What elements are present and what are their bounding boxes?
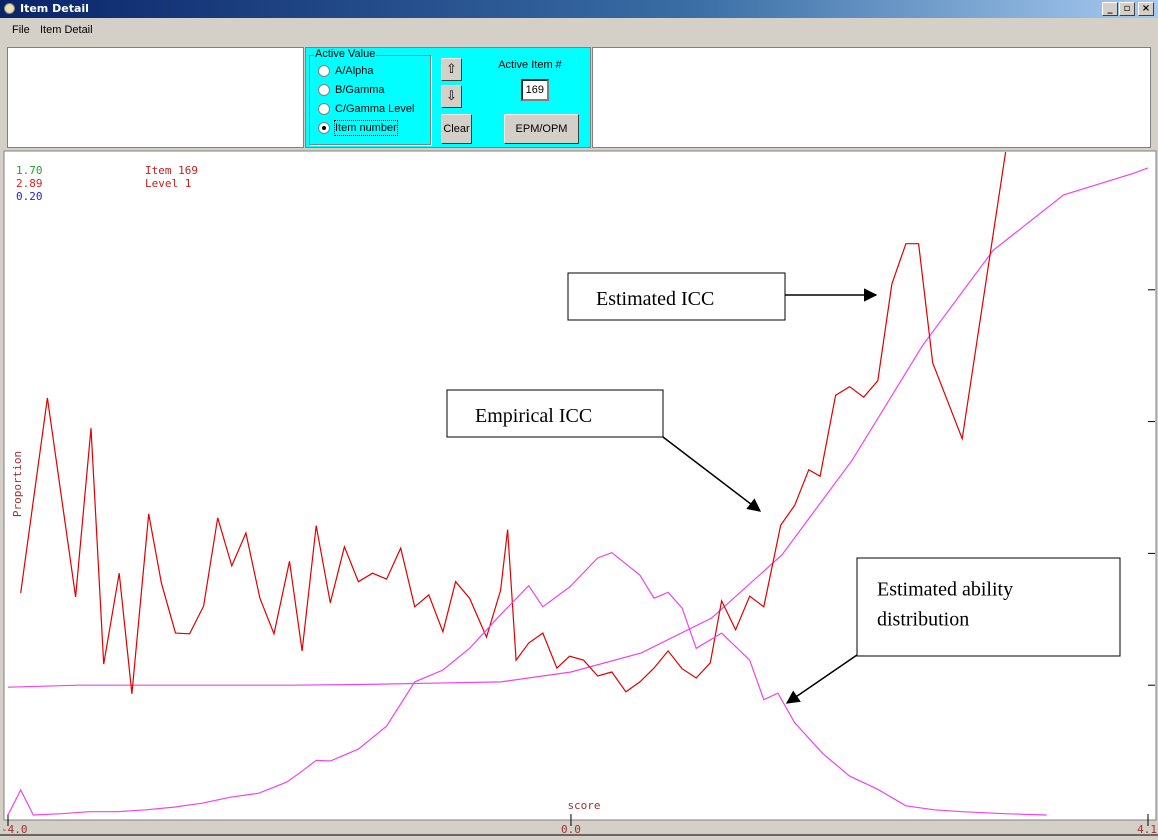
radio-label: C/Gamma Level bbox=[335, 103, 415, 115]
active-value-group: Active Value A/Alpha B/Gamma C/Gamma Level… bbox=[309, 48, 431, 145]
info-value: 1.70 bbox=[16, 164, 43, 177]
series-line bbox=[7, 167, 1149, 688]
series-group bbox=[7, 152, 1149, 816]
info-value: 2.89 bbox=[16, 177, 43, 190]
active-item-label: Active Item # bbox=[498, 59, 562, 71]
maximize-button[interactable]: ▫ bbox=[1119, 2, 1135, 16]
plot-area bbox=[3, 150, 1157, 821]
series-line bbox=[7, 552, 1047, 816]
annotation-arrow bbox=[662, 436, 762, 512]
title-bar: Item Detail _ ▫ × bbox=[0, 0, 1158, 18]
radio-dot bbox=[318, 122, 330, 134]
minimize-button[interactable]: _ bbox=[1102, 2, 1118, 16]
radio-label: A/Alpha bbox=[335, 65, 374, 77]
up-button[interactable]: ⇧ bbox=[441, 58, 462, 81]
left-pane bbox=[7, 47, 304, 148]
annotation-text: Estimated ICC bbox=[596, 288, 714, 310]
radio-dot bbox=[318, 84, 330, 96]
x-tick-label: -4.0 bbox=[1, 823, 28, 836]
menu-file[interactable]: File bbox=[12, 24, 30, 36]
chart: -4.0 0.0 4.1 score Proportion 1.702.890.20 Ite… bbox=[0, 150, 1158, 836]
annotation-text: Empirical ICC bbox=[475, 405, 592, 427]
right-pane bbox=[592, 47, 1151, 148]
x-axis-label: score bbox=[567, 799, 600, 812]
radio-label: Item number bbox=[334, 120, 398, 136]
active-item-input[interactable]: 169 bbox=[521, 79, 549, 101]
control-panel: Active Value A/Alpha B/Gamma C/Gamma Level… bbox=[305, 47, 591, 148]
clear-button[interactable]: Clear bbox=[441, 114, 472, 144]
close-button[interactable]: × bbox=[1138, 2, 1154, 16]
radio-label: B/Gamma bbox=[335, 84, 385, 96]
group-label: Active Value bbox=[314, 48, 377, 60]
series-line bbox=[20, 152, 1007, 694]
menu-item-detail[interactable]: Item Detail bbox=[40, 24, 93, 36]
y-axis-label: Proportion bbox=[11, 451, 24, 517]
x-tick-label: 0.0 bbox=[561, 823, 581, 836]
info-value: 0.20 bbox=[16, 190, 43, 203]
item-label: Item 169 bbox=[145, 164, 198, 177]
radio-dot bbox=[318, 65, 330, 77]
app-icon bbox=[4, 3, 15, 14]
down-button[interactable]: ⇩ bbox=[441, 85, 462, 108]
annotation-box bbox=[567, 272, 786, 321]
epm-opm-button[interactable]: EPM/OPM bbox=[504, 114, 579, 144]
annotation-text: Estimated ability bbox=[877, 579, 1013, 601]
x-tick-label: 4.1 bbox=[1137, 823, 1157, 836]
radio-dot bbox=[318, 103, 330, 115]
annotation-text: distribution bbox=[877, 609, 969, 631]
window-title: Item Detail bbox=[20, 2, 89, 15]
level-label: Level 1 bbox=[145, 177, 191, 190]
annotation-box bbox=[856, 557, 1121, 657]
annotation-arrow bbox=[785, 654, 858, 704]
annotation-box bbox=[446, 389, 664, 438]
